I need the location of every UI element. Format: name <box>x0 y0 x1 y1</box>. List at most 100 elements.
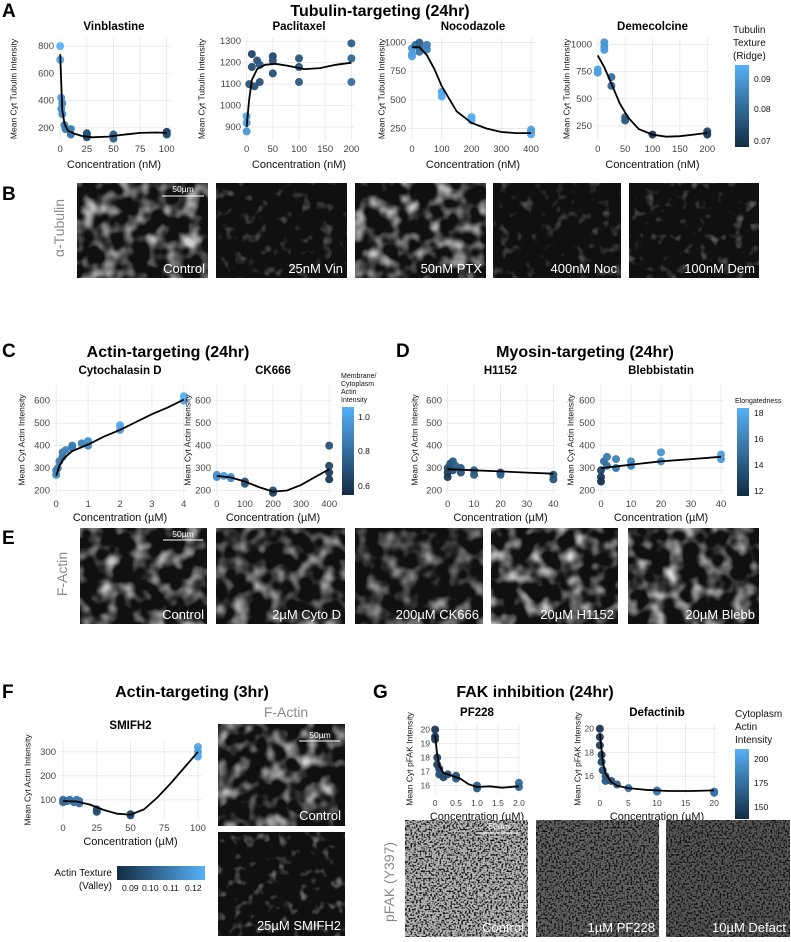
legend-g-colorbar <box>735 749 749 819</box>
x-tick-label: 50 <box>268 144 279 155</box>
section-title-g: FAK inhibition (24hr) <box>456 684 613 701</box>
legend-a-title-2: Texture <box>733 38 766 49</box>
x-axis-title: Concentration (µM) <box>226 512 320 524</box>
data-point <box>621 116 630 125</box>
x-tick-label: 0 <box>445 499 450 510</box>
data-point <box>92 807 101 816</box>
y-tick-label: 1200 <box>220 58 241 69</box>
legend-f-tick-2: 0.10 <box>142 883 159 893</box>
legend-d-tick-4: 12 <box>754 486 764 496</box>
section-title-c: Actin-targeting (24hr) <box>87 344 250 361</box>
legend-c-tick-3: 0.6 <box>358 481 370 491</box>
micrograph-b-noc: 400nM Noc <box>493 183 621 278</box>
chart-title: Defactinib <box>629 707 685 719</box>
legend-d-tick-1: 18 <box>754 408 764 418</box>
legend-f: Actin Texture (Valley) 0.09 0.10 0.11 0.… <box>54 866 205 893</box>
image-label-e-3: 200µM CK666 <box>396 607 479 622</box>
legend-d-colorbar <box>737 408 749 496</box>
y-tick-label: 600 <box>195 396 211 407</box>
image-label-g-1: Control <box>482 920 524 935</box>
y-axis-title: Mean Cyt Tubulin Intensity <box>196 38 206 139</box>
image-label-b-3: 50nM PTX <box>421 261 483 276</box>
legend-g: Cytoplasm Actin Intensity 200 175 150 <box>735 709 782 819</box>
panel-letter-b: B <box>2 184 16 205</box>
x-tick-label: 1.0 <box>471 798 483 808</box>
data-point <box>179 392 188 401</box>
panel-letter-f: F <box>2 682 14 703</box>
legend-f-tick-3: 0.11 <box>163 883 179 893</box>
data-point <box>82 129 91 138</box>
scale-bar-label-b: 50µm <box>172 184 193 194</box>
x-axis-title: Concentration (nM) <box>426 159 520 171</box>
x-axis-title: Concentration (nM) <box>605 159 699 171</box>
y-tick-label: 750 <box>576 67 592 78</box>
y-tick-label: 1000 <box>385 38 406 49</box>
x-tick-label: 50 <box>108 144 119 155</box>
micrograph-f-smifh2: 25µM SMIFH2 <box>218 832 345 936</box>
y-tick-label: 300 <box>579 463 595 474</box>
section-title-d: Myosin-targeting (24hr) <box>496 344 674 361</box>
data-point <box>612 455 620 464</box>
image-label-e-2: 2µM Cyto D <box>272 607 341 622</box>
stain-label-b: α-Tubulin <box>51 199 67 257</box>
chart-title: Paclitaxel <box>272 21 325 33</box>
micrograph-f-control: 50µm Control <box>218 724 345 826</box>
x-tick-label: 1.5 <box>492 798 504 808</box>
fit-curve <box>600 455 722 469</box>
y-tick-label: 600 <box>34 396 50 407</box>
y-tick-label: 300 <box>40 747 56 758</box>
data-point <box>600 45 609 54</box>
data-point <box>603 452 611 461</box>
x-axis-title: Concentration (µM) <box>73 512 167 524</box>
x-tick-label: 25 <box>82 144 93 155</box>
legend-g-title-2: Actin <box>735 722 757 733</box>
y-tick-label: 400 <box>34 441 50 452</box>
y-axis-title: Mean Cyt Actin Intensity <box>409 394 419 486</box>
image-label-b-2: 25nM Vin <box>288 261 343 276</box>
micrograph-e-ck666: 200µM CK666 <box>355 528 483 624</box>
chart-vinblastine: Vinblastine Mean Cyt Tubulin Intensity Con… <box>8 21 174 171</box>
x-tick-label: 300 <box>293 499 309 510</box>
x-axis-title: Concentration (µM) <box>83 836 177 848</box>
fit-curve <box>62 751 199 816</box>
data-point <box>593 68 602 77</box>
data-point <box>325 461 334 470</box>
x-tick-label: 30 <box>686 499 697 510</box>
chart-title: SMIFH2 <box>109 720 151 732</box>
data-point <box>116 421 124 430</box>
y-tick-label: 300 <box>195 463 211 474</box>
x-tick-label: 200 <box>464 144 480 155</box>
legend-a-title-1: Tubulin <box>733 25 765 36</box>
data-point <box>407 52 416 61</box>
image-label-e-1: Control <box>162 607 204 622</box>
x-tick-label: 0 <box>595 144 600 155</box>
fit-curve <box>216 468 330 493</box>
legend-c-title-1: Membrane/ <box>341 373 376 380</box>
chart-title: PF228 <box>460 707 494 719</box>
y-tick-label: 200 <box>40 771 56 782</box>
data-point <box>68 441 77 450</box>
x-tick-label: 100 <box>645 144 661 155</box>
data-point <box>295 78 303 87</box>
legend-c-colorbar <box>342 407 354 495</box>
y-tick-label: 18 <box>421 753 431 763</box>
legend-c: Membrane/ Cytoplasm Actin Intensity 1.0 … <box>341 373 376 495</box>
data-point <box>422 45 431 54</box>
y-tick-label: 500 <box>195 418 211 429</box>
scale-bar-label-f: 50µm <box>309 730 330 740</box>
x-tick-label: 200 <box>699 144 715 155</box>
x-tick-label: 75 <box>159 823 170 834</box>
data-point <box>443 473 452 482</box>
x-tick-label: 200 <box>343 144 359 155</box>
y-tick-label: 16 <box>421 781 431 791</box>
data-point <box>657 448 665 457</box>
stain-label-f: F-Actin <box>264 704 308 720</box>
micrograph-e-blebb: 20µM Blebb <box>628 528 759 624</box>
image-label-f-1: Control <box>299 808 341 823</box>
data-point <box>595 741 604 750</box>
fit-curve <box>59 54 167 139</box>
x-tick-label: 100 <box>434 144 450 155</box>
data-point <box>703 130 712 139</box>
x-tick-label: 10 <box>652 798 662 808</box>
